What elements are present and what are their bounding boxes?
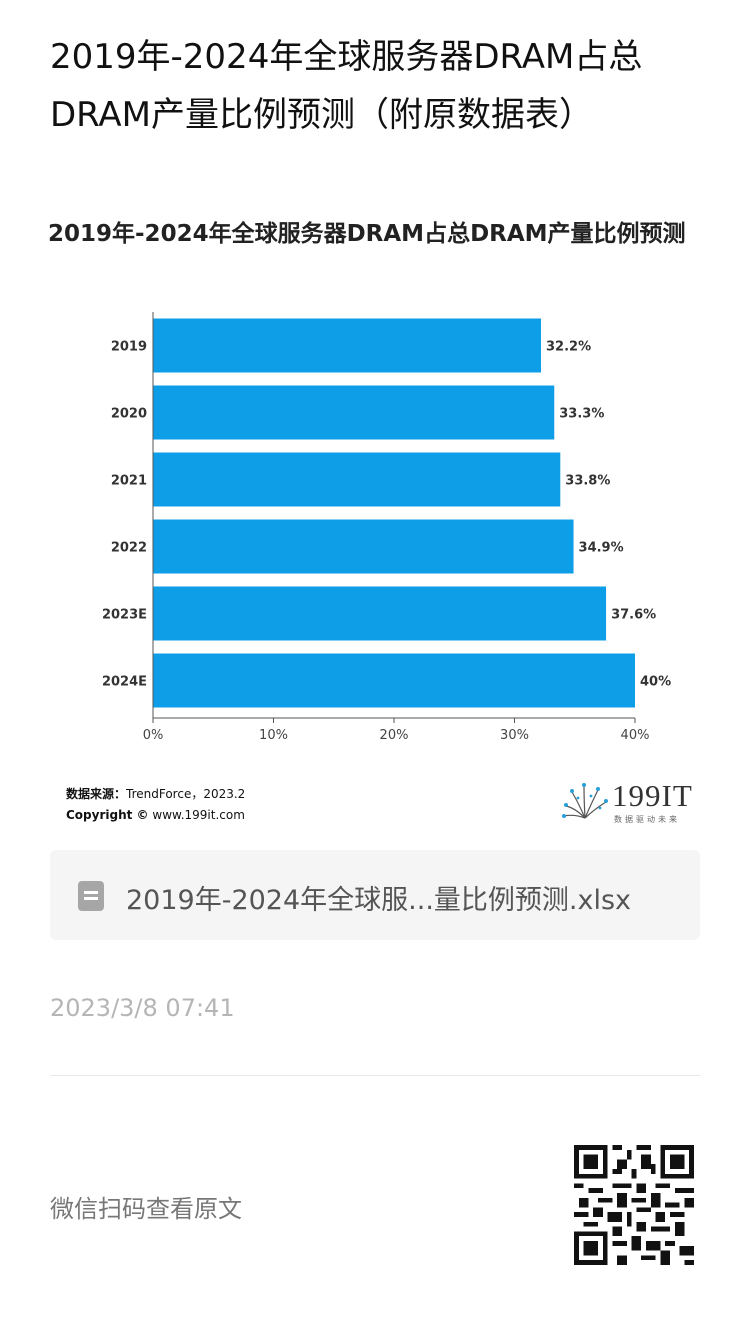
copyright-value: www.199it.com — [152, 808, 245, 822]
bar-2023E — [153, 586, 607, 641]
value-label: 37.6% — [611, 608, 656, 623]
category-label: 2019 — [111, 340, 147, 355]
value-label: 33.8% — [565, 474, 610, 489]
category-label: 2021 — [111, 474, 147, 489]
x-tick-label: 30% — [500, 728, 529, 743]
chart-title: 2019年-2024年全球服务器DRAM占总DRAM产量比例预测 — [48, 221, 686, 247]
value-label: 32.2% — [546, 340, 591, 355]
logo-subtitle: 数据驱动未来 — [614, 815, 680, 824]
bar-2019 — [153, 318, 542, 373]
divider — [50, 1075, 700, 1076]
x-tick-label: 10% — [259, 728, 288, 743]
qr-hint-text: 微信扫码查看原文 — [50, 1195, 242, 1223]
x-tick-label: 20% — [380, 728, 409, 743]
attachment-file-name: 2019年-2024年全球服...量比例预测.xlsx — [126, 885, 632, 916]
bar-2021 — [153, 452, 561, 507]
chart-source: 数据来源：TrendForce，2023.2 Copyright © www.1… — [66, 784, 245, 826]
category-label: 2020 — [111, 407, 147, 422]
bar-2022 — [153, 519, 574, 574]
x-tick-label: 40% — [621, 728, 650, 743]
category-label: 2024E — [102, 675, 147, 690]
bar-2020 — [153, 385, 555, 440]
post-timestamp: 2023/3/8 07:41 — [50, 994, 235, 1022]
chart-image: 2019年-2024年全球服务器DRAM占总DRAM产量比例预测 2019 32.… — [48, 200, 708, 840]
source-value: TrendForce，2023.2 — [126, 787, 246, 801]
spreadsheet-file-icon — [78, 881, 104, 911]
x-tick-label: 0% — [143, 728, 164, 743]
value-label: 33.3% — [559, 407, 604, 422]
article-title: 2019年-2024年全球服务器DRAM占总DRAM产量比例预测（附原数据表） — [50, 37, 643, 135]
value-label: 40% — [640, 675, 671, 690]
value-label: 34.9% — [579, 541, 624, 556]
199it-logo: 199IT 数据驱动未来 — [560, 778, 700, 826]
qr-code-icon[interactable] — [574, 1145, 694, 1265]
category-label: 2023E — [102, 608, 147, 623]
category-label: 2022 — [111, 541, 147, 556]
logo-burst-icon — [562, 783, 608, 819]
logo-text: 199IT — [612, 778, 693, 813]
bar-chart: 2019 32.2% 2020 33.3% 2021 33.8% 2022 34.9% 2023… — [102, 312, 671, 743]
source-label: 数据来源： — [66, 787, 127, 801]
bar-2024E — [153, 653, 635, 708]
copyright-label: Copyright © — [66, 808, 149, 822]
attachment-card[interactable]: 2019年-2024年全球服...量比例预测.xlsx — [50, 850, 700, 940]
